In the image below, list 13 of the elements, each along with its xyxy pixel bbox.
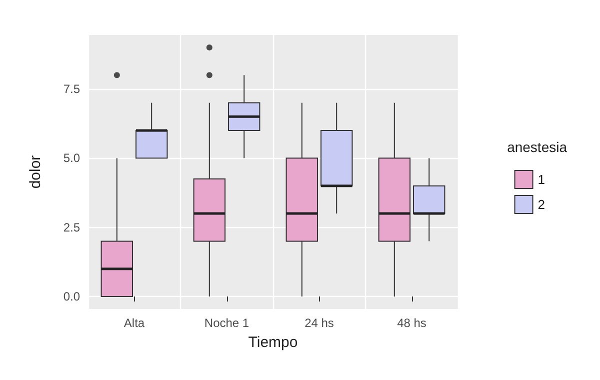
legend-label: 1: [538, 172, 546, 187]
x-axis-title: Tiempo: [248, 334, 298, 351]
y-tick-label: 2.5: [63, 220, 80, 234]
legend-title: anestesia: [507, 139, 568, 155]
y-axis-title: dolor: [27, 155, 44, 189]
x-tick-label: 24 hs: [304, 316, 334, 330]
y-tick-label: 0.0: [63, 290, 80, 304]
x-tick-label: 48 hs: [397, 316, 426, 330]
y-tick-label: 7.5: [63, 82, 80, 96]
x-tick-label: Alta: [124, 316, 145, 330]
legend-label: 2: [538, 197, 546, 212]
x-tick-label: Noche 1: [204, 316, 250, 330]
y-tick-label: 5.0: [63, 151, 80, 166]
